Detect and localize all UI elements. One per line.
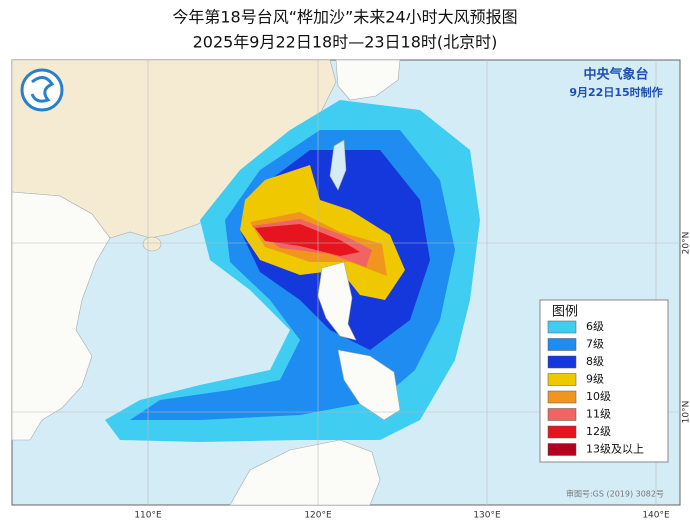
lon-label: 140°E bbox=[642, 511, 670, 521]
legend-label: 11级 bbox=[586, 408, 611, 421]
legend: 图例 6级 7级 8级 9级 10级 11级 12级 13级及以上 bbox=[540, 300, 668, 462]
legend-swatch bbox=[548, 409, 576, 421]
agency: 中央气象台 bbox=[583, 67, 648, 83]
legend-label: 9级 bbox=[586, 373, 604, 386]
lat-label: 10°N bbox=[682, 401, 690, 424]
legend-label: 8级 bbox=[586, 355, 604, 368]
lon-label: 130°E bbox=[473, 511, 501, 521]
legend-label: 10级 bbox=[586, 390, 611, 403]
legend-label: 13级及以上 bbox=[586, 443, 644, 456]
issued: 9月22日15时制作 bbox=[569, 85, 662, 99]
legend-label: 7级 bbox=[586, 338, 604, 351]
legend-swatch bbox=[548, 339, 576, 351]
legend-label: 12级 bbox=[586, 425, 611, 438]
lon-label: 120°E bbox=[304, 511, 332, 521]
hainan-island bbox=[143, 237, 161, 251]
legend-label: 6级 bbox=[586, 320, 604, 333]
approval-number: 审图号:GS (2019) 3082号 bbox=[566, 489, 664, 499]
subtitle: 2025年9月22日18时—23日18时(北京时) bbox=[193, 33, 498, 52]
lat-label: 20°N bbox=[682, 232, 690, 255]
legend-swatch bbox=[548, 321, 576, 333]
legend-swatch bbox=[548, 426, 576, 438]
title: 今年第18号台风“桦加沙”未来24小时大风预报图 bbox=[172, 8, 517, 27]
legend-title: 图例 bbox=[552, 305, 578, 320]
legend-swatch bbox=[548, 374, 576, 386]
lon-label: 110°E bbox=[134, 511, 162, 521]
legend-swatch bbox=[548, 356, 576, 368]
legend-swatch bbox=[548, 444, 576, 456]
legend-swatch bbox=[548, 391, 576, 403]
